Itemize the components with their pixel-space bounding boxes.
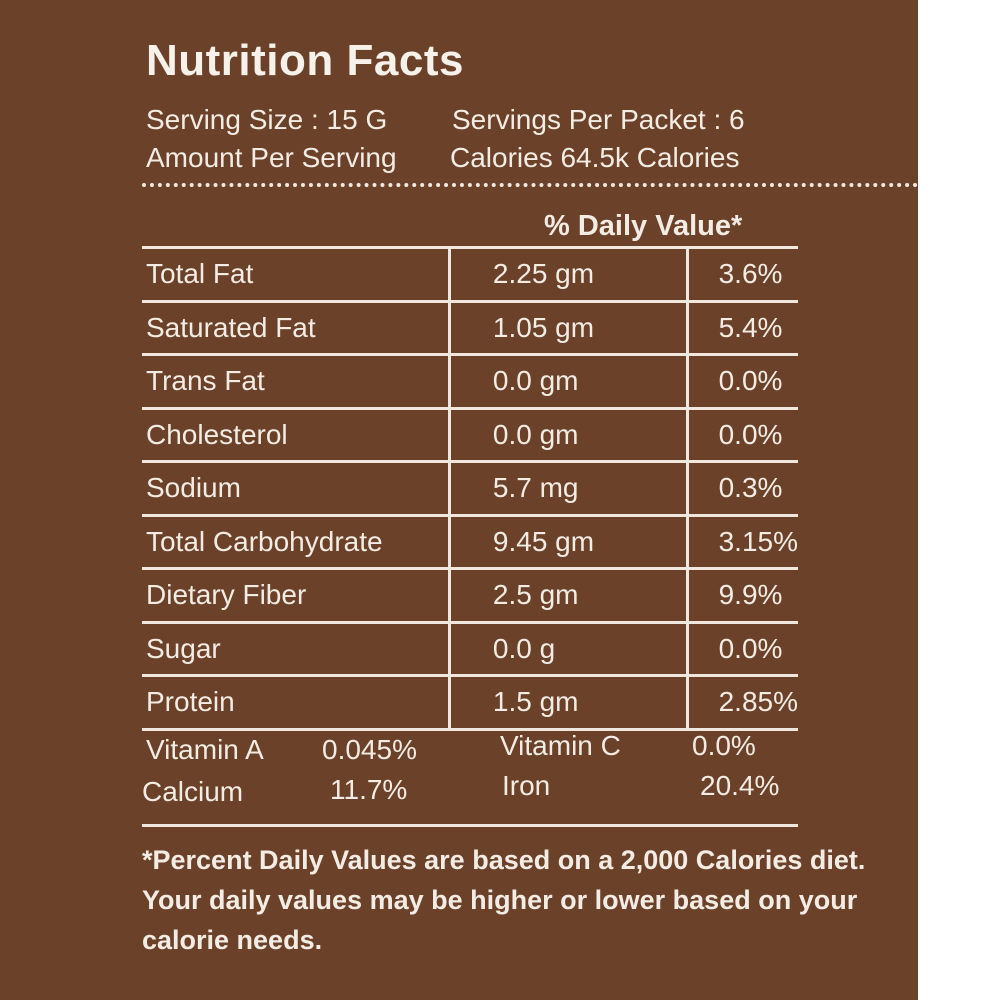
table-row: Total Fat 2.25 gm 3.6% xyxy=(142,246,798,303)
calcium-value: 11.7% xyxy=(330,774,408,805)
nutrient-name: Protein xyxy=(142,675,450,731)
vitamin-a-label: Vitamin A xyxy=(146,734,264,765)
table-row: Protein 1.5 gm 2.85% xyxy=(142,675,798,731)
nutrient-daily-value: 9.9% xyxy=(685,568,798,624)
nutrient-name: Sugar xyxy=(142,622,450,677)
nutrient-daily-value: 3.15% xyxy=(685,515,798,570)
nutrient-amount: 0.0 g xyxy=(447,622,688,677)
amount-per-serving: Amount Per Serving xyxy=(146,142,397,173)
table-row: Total Carbohydrate 9.45 gm 3.15% xyxy=(142,515,798,570)
nutrient-name: Cholesterol xyxy=(142,408,450,463)
nutrient-name: Saturated Fat xyxy=(142,301,450,356)
nutrient-daily-value: 0.0% xyxy=(685,622,798,677)
iron-value: 20.4% xyxy=(700,770,780,801)
nutrient-name: Total Carbohydrate xyxy=(142,515,450,570)
servings-per-packet: Servings Per Packet : 6 xyxy=(452,104,745,135)
table-row: Cholesterol 0.0 gm 0.0% xyxy=(142,408,798,463)
table-row: Saturated Fat 1.05 gm 5.4% xyxy=(142,301,798,356)
serving-size: Serving Size : 15 G xyxy=(146,104,388,135)
vitamin-a-value: 0.045% xyxy=(322,734,417,765)
nutrient-name: Dietary Fiber xyxy=(142,568,450,624)
nutrition-label-panel: Nutrition Facts Serving Size : 15 G Serv… xyxy=(0,0,918,1000)
nutrition-facts-title: Nutrition Facts xyxy=(146,36,464,85)
nutrient-amount: 5.7 mg xyxy=(447,461,688,517)
nutrient-amount: 1.05 gm xyxy=(447,301,688,356)
nutrient-daily-value: 0.0% xyxy=(685,354,798,410)
nutrient-name: Sodium xyxy=(142,461,450,517)
bottom-divider xyxy=(142,824,798,827)
calcium-label: Calcium xyxy=(142,776,244,807)
daily-value-footnote: *Percent Daily Values are based on a 2,0… xyxy=(142,845,866,955)
table-row: Sugar 0.0 g 0.0% xyxy=(142,622,798,677)
iron-label: Iron xyxy=(502,770,551,801)
nutrient-amount: 9.45 gm xyxy=(447,515,688,570)
nutrient-table: Total Fat 2.25 gm 3.6% Saturated Fat 1.0… xyxy=(142,246,798,731)
nutrient-daily-value: 5.4% xyxy=(685,301,798,356)
dotted-divider xyxy=(142,183,918,187)
nutrient-amount: 2.25 gm xyxy=(447,246,688,303)
daily-value-header: % Daily Value* xyxy=(544,210,743,242)
nutrient-daily-value: 0.0% xyxy=(685,408,798,463)
nutrient-daily-value: 3.6% xyxy=(685,246,798,303)
nutrient-amount: 0.0 gm xyxy=(447,354,688,410)
vitamin-c-label: Vitamin C xyxy=(500,730,621,761)
nutrient-name: Total Fat xyxy=(142,246,450,303)
table-row: Dietary Fiber 2.5 gm 9.9% xyxy=(142,568,798,624)
nutrient-amount: 2.5 gm xyxy=(447,568,688,624)
vitamin-c-value: 0.0% xyxy=(692,730,756,761)
nutrient-name: Trans Fat xyxy=(142,354,450,410)
calories: Calories 64.5k Calories xyxy=(450,142,740,173)
table-row: Trans Fat 0.0 gm 0.0% xyxy=(142,354,798,410)
table-row: Sodium 5.7 mg 0.3% xyxy=(142,461,798,517)
nutrient-daily-value: 2.85% xyxy=(685,675,798,731)
nutrient-amount: 0.0 gm xyxy=(447,408,688,463)
nutrient-daily-value: 0.3% xyxy=(685,461,798,517)
nutrient-amount: 1.5 gm xyxy=(447,675,688,731)
